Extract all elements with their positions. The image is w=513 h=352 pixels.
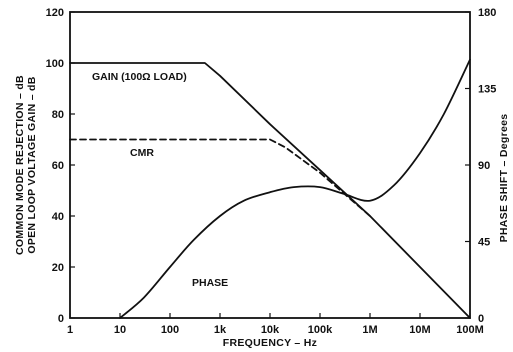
cmr-label: CMR xyxy=(130,147,154,159)
x-tick-label: 10k xyxy=(261,324,280,336)
y-tick-label-right: 0 xyxy=(478,313,484,325)
y-ticks-left: 0 20 40 60 80 100 120 xyxy=(46,7,75,325)
gain-label: GAIN (100Ω LOAD) xyxy=(92,71,187,83)
x-tick-label: 100 xyxy=(161,324,179,336)
x-tick-label: 100M xyxy=(456,324,484,336)
y-axis-title-right: PHASE SHIFT – Degrees xyxy=(498,114,510,243)
x-tick-label: 10 xyxy=(114,324,126,336)
x-tick-label: 1k xyxy=(214,324,227,336)
x-axis-title: FREQUENCY – Hz xyxy=(223,337,317,349)
y-tick-label-right: 135 xyxy=(478,84,496,96)
series-line-phase xyxy=(119,58,471,319)
y-tick-label-left: 120 xyxy=(46,7,64,19)
y-tick-label-right: 90 xyxy=(478,160,490,172)
y-axis-title-left-1: COMMON MODE REJECTION – dB xyxy=(14,75,26,255)
x-tick-label: 10M xyxy=(409,324,430,336)
y-axis-title-left-2: OPEN LOOP VOLTAGE GAIN – dB xyxy=(26,76,38,253)
plot-frame xyxy=(69,11,471,319)
y-tick-label-left: 100 xyxy=(46,58,64,70)
y-tick-label-left: 40 xyxy=(52,211,64,223)
y-tick-label-left: 20 xyxy=(52,262,64,274)
x-tick-label: 1M xyxy=(362,324,377,336)
y-ticks-right: 0 45 90 135 180 xyxy=(465,7,496,325)
y-tick-label-right: 180 xyxy=(478,7,496,19)
x-tick-label: 100k xyxy=(308,324,333,336)
phase-label: PHASE xyxy=(192,277,228,289)
series-lines xyxy=(69,58,471,319)
y-tick-label-left: 0 xyxy=(58,313,64,325)
series-line-gain xyxy=(69,62,471,319)
x-tick-label: 1 xyxy=(67,324,73,336)
y-tick-label-left: 60 xyxy=(52,160,64,172)
y-tick-label-left: 80 xyxy=(52,109,64,121)
series-line-cmr xyxy=(69,138,371,217)
x-ticks: 1 10 100 1k 10k 100k 1M 10M 100M xyxy=(67,313,484,336)
y-tick-label-right: 45 xyxy=(478,237,490,249)
